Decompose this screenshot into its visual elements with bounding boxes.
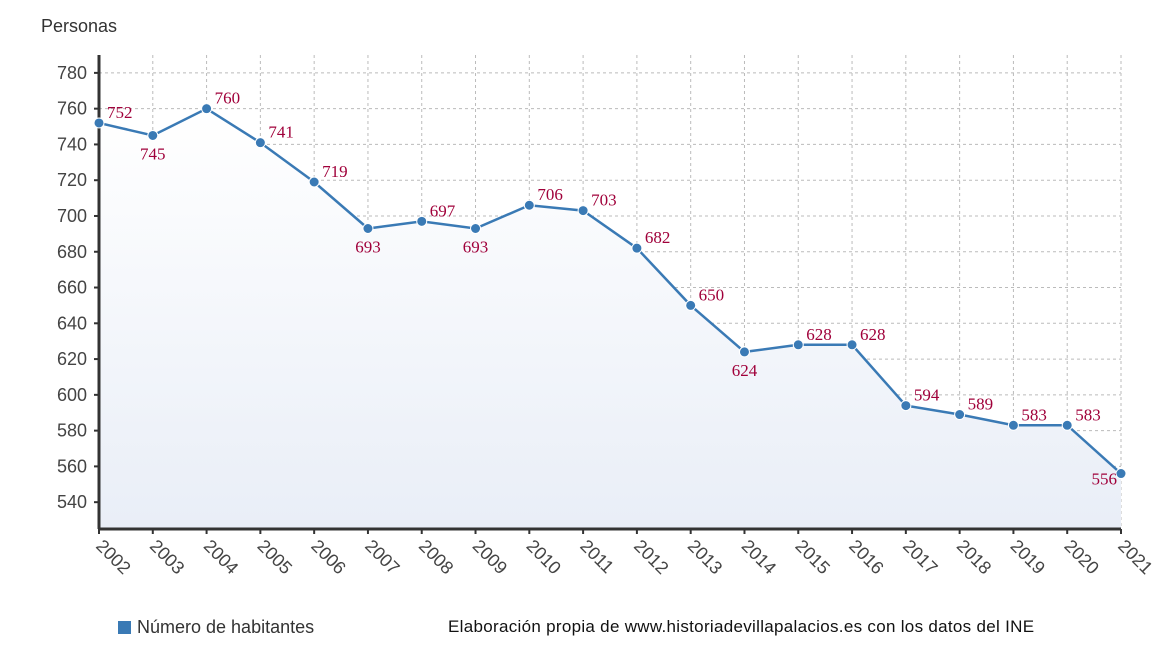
line-chart: 540 560 580 600 620 640 660 680 700 720 740 760 780 2… [57, 55, 1157, 578]
y-tick-label: 720 [57, 170, 87, 190]
data-label: 583 [1021, 405, 1047, 424]
data-point [577, 205, 589, 217]
y-tick-label: 580 [57, 421, 87, 441]
x-tick-label: 2002 [92, 536, 134, 578]
data-point [93, 117, 105, 129]
data-point [470, 223, 482, 235]
y-tick-label: 680 [57, 242, 87, 262]
x-tick-label: 2007 [361, 536, 403, 578]
x-tick-label: 2020 [1060, 536, 1102, 578]
data-point [308, 176, 320, 188]
data-label: 594 [914, 386, 940, 405]
y-tick-label: 620 [57, 349, 87, 369]
x-tick-label: 2016 [845, 536, 887, 578]
data-label: 682 [645, 228, 671, 247]
data-label: 745 [140, 144, 166, 163]
legend-swatch [118, 621, 131, 634]
data-label: 703 [591, 191, 617, 210]
data-point [846, 339, 858, 351]
x-tick-label: 2009 [469, 536, 511, 578]
data-label: 628 [806, 325, 832, 344]
data-point [523, 199, 535, 211]
data-label: 741 [268, 123, 294, 142]
x-tick-label: 2008 [415, 536, 457, 578]
y-tick-label: 780 [57, 63, 87, 83]
x-tick-label: 2019 [1007, 536, 1049, 578]
x-tick-label: 2006 [307, 536, 349, 578]
y-tick-label: 700 [57, 206, 87, 226]
legend-label: Número de habitantes [137, 617, 315, 637]
source-credit: Elaboración propia de www.historiadevill… [448, 617, 1035, 636]
data-point [954, 409, 966, 421]
x-tick-label: 2005 [254, 536, 296, 578]
data-label: 624 [732, 361, 758, 380]
y-tick-label: 560 [57, 456, 87, 476]
y-tick-label: 640 [57, 313, 87, 333]
x-tick-label: 2018 [953, 536, 995, 578]
data-point [792, 339, 804, 351]
y-tick-label: 760 [57, 99, 87, 119]
x-tick-label: 2017 [899, 536, 941, 578]
x-tick-label: 2013 [684, 536, 726, 578]
data-point [685, 299, 697, 311]
data-label: 706 [537, 185, 563, 204]
x-tick-label: 2015 [791, 536, 833, 578]
data-point [362, 223, 374, 235]
x-tick-label: 2003 [146, 536, 188, 578]
data-label: 556 [1092, 470, 1118, 489]
x-tick-label: 2014 [738, 536, 780, 578]
data-point [1115, 468, 1127, 480]
area-fill [99, 108, 1121, 530]
data-point [1007, 419, 1019, 431]
x-tick-label: 2021 [1114, 536, 1156, 578]
data-label: 752 [107, 103, 133, 122]
y-tick-label: 600 [57, 385, 87, 405]
data-label: 760 [215, 89, 241, 108]
y-tick-label: 660 [57, 278, 87, 298]
data-label: 697 [430, 201, 456, 220]
x-tick-label: 2012 [630, 536, 672, 578]
x-tick-label: 2004 [200, 536, 242, 578]
data-label: 583 [1075, 405, 1101, 424]
data-label: 719 [322, 162, 348, 181]
y-tick-label: 740 [57, 134, 87, 154]
data-label: 693 [355, 238, 381, 257]
series-line [98, 107, 1122, 475]
x-tick-label: 2010 [522, 536, 564, 578]
x-tick-label: 2011 [576, 536, 618, 578]
data-point [201, 103, 213, 115]
data-point [900, 400, 912, 412]
data-point [416, 215, 428, 227]
data-point [738, 346, 750, 358]
data-label: 589 [968, 395, 994, 414]
data-label: 628 [860, 325, 886, 344]
data-point [631, 242, 643, 254]
data-point [1061, 419, 1073, 431]
data-point [147, 129, 159, 141]
data-label: 693 [463, 238, 489, 257]
data-point [254, 137, 266, 149]
y-axis-title: Personas [41, 16, 118, 36]
data-label: 650 [699, 285, 725, 304]
y-tick-label: 540 [57, 492, 87, 512]
legend: Número de habitantes [118, 617, 314, 638]
